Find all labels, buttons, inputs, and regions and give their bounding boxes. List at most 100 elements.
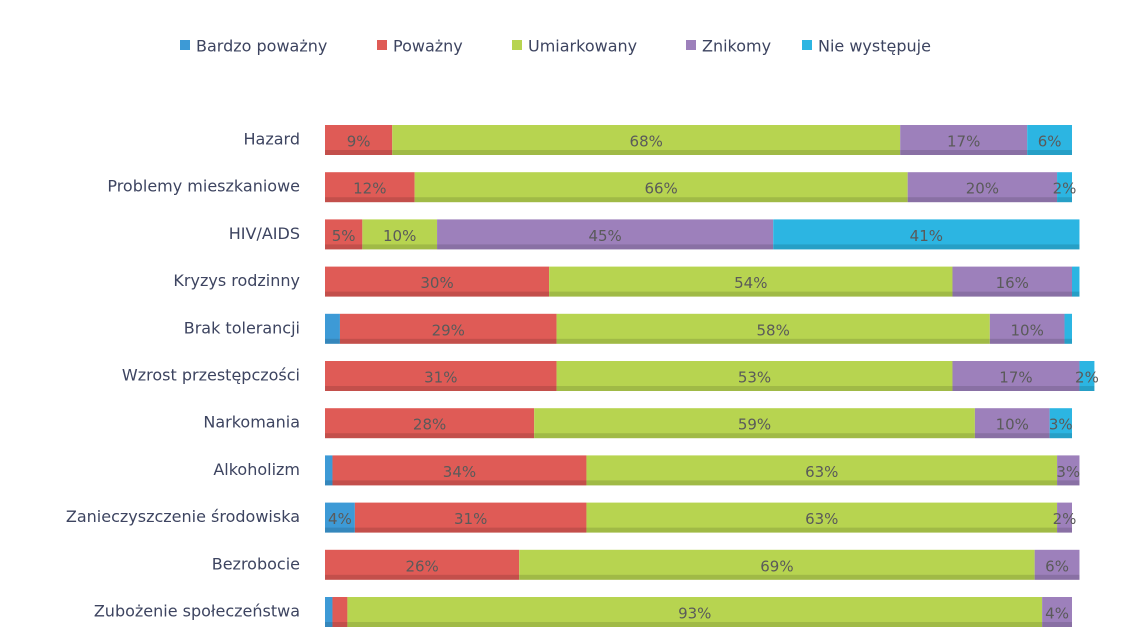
bar-segment [556, 361, 953, 391]
value-label: 5% [332, 227, 356, 245]
bar-segment-shade [549, 291, 953, 297]
value-label: 34% [443, 463, 476, 481]
bar-segment [1057, 172, 1072, 203]
bar-segment [332, 455, 587, 486]
value-label: 2% [1075, 369, 1099, 387]
bar-segment-shade [952, 386, 1080, 391]
bar-segment [1042, 597, 1072, 627]
bar-segment [325, 219, 363, 250]
value-label: 9% [347, 133, 371, 151]
value-label: 31% [424, 369, 457, 387]
category-label: Hazard [244, 130, 301, 149]
bar-segment-shade [325, 433, 535, 439]
bar-segment-shade [325, 480, 333, 486]
bar-segment [1079, 361, 1095, 391]
legend-swatch [802, 40, 812, 50]
value-label: 20% [966, 180, 999, 198]
value-label: 12% [353, 180, 386, 198]
value-label: 2% [1053, 510, 1077, 528]
bar-segment-shade [332, 480, 587, 486]
bar-segment-shade [1057, 480, 1080, 486]
legend-item: Znikomy [686, 37, 771, 56]
value-label: 3% [1049, 416, 1073, 434]
category-label: Narkomania [203, 413, 300, 432]
bar-segment [332, 597, 348, 627]
value-label: 31% [454, 510, 487, 528]
bar-segment-shade [1064, 338, 1072, 344]
bar-segment [586, 455, 1058, 486]
value-label: 2% [1053, 180, 1077, 198]
bar-segment-shade [586, 480, 1058, 486]
bar-segment [414, 172, 908, 203]
bar-segment [1027, 125, 1072, 155]
value-label: 17% [947, 133, 980, 151]
bar-segment-shade [339, 338, 557, 344]
bar-segment-shade [325, 622, 333, 627]
bar-segment [989, 313, 1065, 344]
bar-segment-shade [556, 338, 990, 344]
legend-swatch [377, 40, 387, 50]
bar-segment-shade [414, 197, 908, 203]
bar-segment-shade [519, 574, 1035, 580]
bar-segment [556, 313, 990, 344]
bar-segment-shade [325, 527, 355, 533]
bar-segment-shade [347, 622, 1043, 627]
value-label: 41% [910, 227, 943, 245]
bar-segment-shade [325, 150, 393, 155]
bar-segment-shade [556, 386, 953, 391]
bar-segment-shade [1057, 197, 1072, 203]
bar-segment-shade [1034, 574, 1080, 580]
value-label: 68% [630, 133, 663, 151]
bar-segment [325, 172, 415, 203]
value-label: 54% [734, 274, 767, 292]
bar-segment-shade [534, 433, 975, 439]
category-label: Zanieczyszczenie środowiska [66, 507, 300, 526]
bar-segment [586, 502, 1058, 533]
bar-segment [325, 266, 550, 297]
bar-segment-shade [773, 244, 1080, 250]
bar-segment [354, 502, 587, 533]
bar-segment [325, 313, 340, 344]
legend-item: Nie występuje [802, 37, 931, 56]
value-label: 63% [805, 510, 838, 528]
bar-segment [1057, 502, 1072, 533]
value-label: 45% [588, 227, 621, 245]
bar-segment [325, 597, 333, 627]
value-label: 6% [1045, 557, 1069, 575]
category-label: HIV/AIDS [229, 224, 300, 243]
bar-segment-shade [952, 291, 1072, 297]
value-label: 93% [678, 605, 711, 623]
value-label: 30% [420, 274, 453, 292]
legend-swatch [512, 40, 522, 50]
bar-segment-shade [325, 291, 550, 297]
bar-segment [519, 549, 1035, 580]
legend-swatch [686, 40, 696, 50]
value-label: 66% [644, 180, 677, 198]
value-label: 58% [757, 321, 790, 339]
category-label: Wzrost przestępczości [122, 366, 300, 385]
legend-label: Bardzo poważny [196, 37, 327, 56]
bar-segment [325, 408, 535, 439]
value-label: 69% [760, 557, 793, 575]
bar-segment [1049, 408, 1072, 439]
bar-segment-shade [1027, 150, 1072, 155]
bar-segment [900, 125, 1028, 155]
bar-segment-shade [1079, 386, 1095, 391]
category-label: Zubożenie społeczeństwa [94, 602, 300, 621]
bar-segment-shade [900, 150, 1028, 155]
value-label: 3% [1056, 463, 1080, 481]
value-label: 10% [996, 416, 1029, 434]
legend-label: Znikomy [702, 37, 771, 56]
bar-segment [773, 219, 1080, 250]
legend-label: Umiarkowany [528, 37, 637, 56]
bar-segment [1072, 266, 1080, 297]
value-label: 10% [1011, 321, 1044, 339]
legend-label: Nie występuje [818, 37, 931, 56]
bar-segment [1034, 549, 1080, 580]
bar-segment [1064, 313, 1072, 344]
bar-segment [362, 219, 438, 250]
value-label: 29% [432, 321, 465, 339]
category-label: Kryzys rodzinny [173, 271, 300, 290]
bar-segment-shade [1049, 433, 1072, 439]
